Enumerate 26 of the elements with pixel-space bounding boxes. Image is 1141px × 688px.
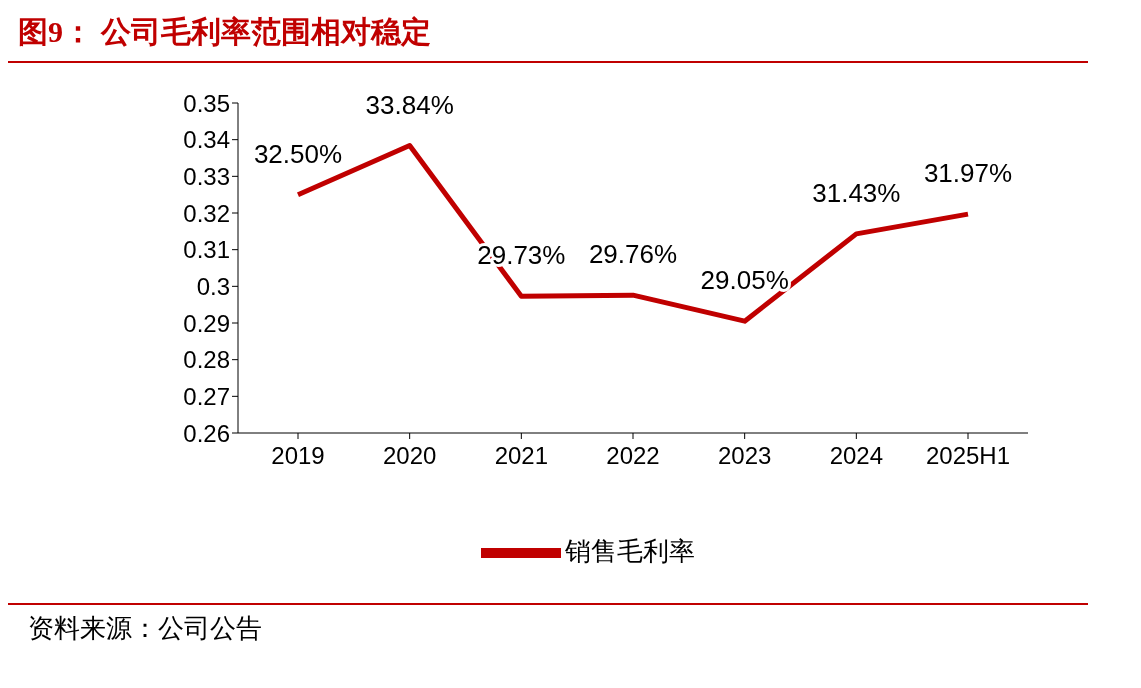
y-tick-label: 0.32: [183, 199, 230, 227]
y-tick-label: 0.3: [196, 272, 230, 300]
x-tick-label: 2025H1: [925, 442, 1011, 470]
y-tick-label: 0.29: [183, 309, 230, 337]
x-tick-label: 2022: [606, 442, 660, 470]
y-tick-label: 0.34: [183, 126, 230, 154]
y-tick-label: 0.26: [183, 419, 230, 447]
data-label: 33.84%: [365, 89, 454, 120]
y-tick-label: 0.31: [183, 236, 230, 264]
y-tick-label: 0.27: [183, 382, 230, 410]
x-tick-label: 2019: [271, 442, 325, 470]
y-tick-label: 0.28: [183, 346, 230, 374]
legend-label: 销售毛利率: [565, 535, 695, 566]
x-tick-label: 2021: [494, 442, 549, 470]
chart-title: 图9： 公司毛利率范围相对稳定: [17, 14, 432, 50]
data-label: 32.50%: [253, 138, 343, 169]
y-tick-label: 0.35: [183, 89, 230, 117]
data-label: 31.97%: [923, 158, 1013, 189]
text: 资料来源：公司公告: [27, 613, 263, 645]
data-label: 29.05%: [700, 265, 789, 296]
data-label: 29.76%: [588, 239, 678, 270]
x-tick-label: 2023: [717, 442, 772, 470]
y-tick-label: 0.33: [183, 162, 230, 190]
x-tick-label: 2024: [829, 442, 884, 470]
x-tick-label: 2020: [382, 442, 437, 470]
data-label: 31.43%: [812, 177, 901, 208]
